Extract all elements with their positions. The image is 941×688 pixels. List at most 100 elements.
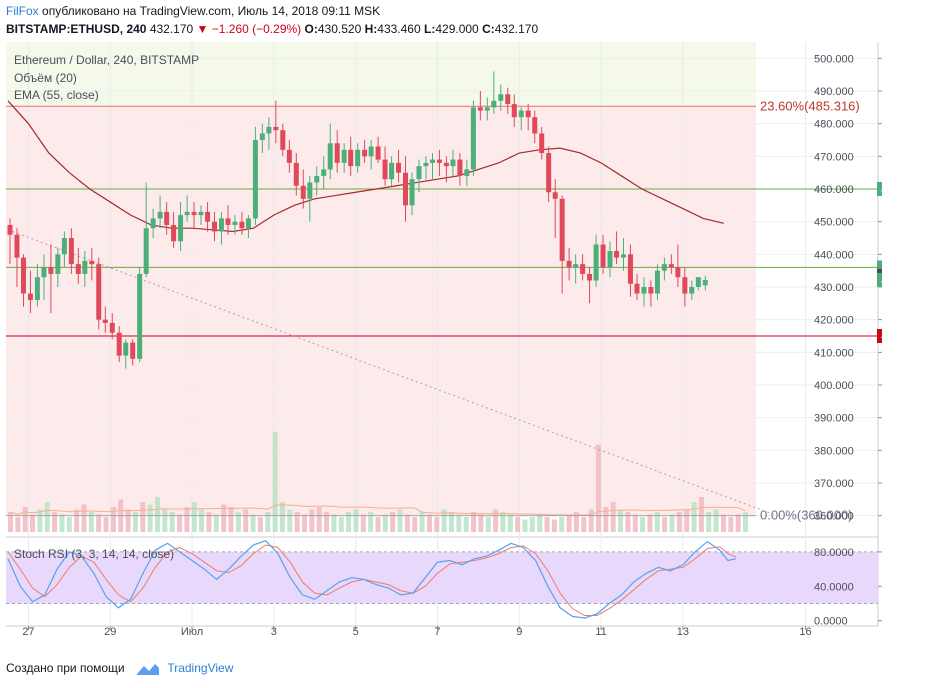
candle (259, 123, 265, 154)
price-chart[interactable]: 23.60%(485.316) 0.00%(360.000) 27 29 Июл 3 5 7… (6, 42, 940, 638)
candle (552, 179, 558, 238)
candle (252, 126, 258, 225)
candle (68, 228, 74, 274)
volume-bar (522, 519, 528, 532)
candle-body (327, 143, 333, 170)
candle (675, 244, 681, 287)
candle (491, 71, 497, 114)
close-label: C: (482, 22, 495, 36)
candle (171, 211, 177, 248)
candle (7, 218, 13, 265)
volume-bar (191, 502, 197, 532)
candle (205, 202, 211, 232)
volume-bar (243, 509, 249, 532)
down-arrow-icon: ▼ (196, 22, 209, 36)
candle (82, 251, 88, 287)
candle-body (546, 153, 552, 193)
candle-body (559, 198, 565, 261)
candle-body (232, 221, 238, 225)
volume-bar (573, 512, 579, 532)
candle (661, 257, 667, 281)
candle-body (668, 264, 674, 268)
candle-body (205, 211, 211, 222)
candle-body (61, 238, 67, 255)
volume-bar (426, 514, 432, 532)
volume-bar (294, 512, 300, 532)
candle (423, 156, 429, 180)
candle (634, 273, 640, 301)
candle (355, 143, 361, 173)
candle (614, 231, 620, 265)
candle (593, 234, 599, 287)
candle-body (702, 279, 708, 286)
candle (477, 91, 483, 121)
volume-bar (235, 512, 241, 532)
candle-body (341, 149, 347, 163)
candle-body (396, 162, 402, 173)
candle-body (457, 159, 463, 176)
candle (566, 247, 572, 281)
candle (41, 254, 47, 301)
volume-bar (316, 507, 322, 532)
candle (375, 136, 381, 163)
volume-bar (96, 514, 102, 532)
candle (641, 277, 647, 307)
candle-body (143, 228, 149, 274)
candle-body (429, 159, 435, 163)
volume-bar (309, 509, 315, 532)
volume-bar (559, 517, 565, 532)
candle-body (27, 293, 33, 301)
price-tick-label: 380.000 (814, 445, 854, 457)
candle-body (641, 287, 647, 294)
time-tick-label: 11 (595, 626, 606, 636)
volume-bar (735, 514, 741, 532)
candle-body (34, 277, 40, 301)
author-name[interactable]: FilFox (6, 4, 39, 18)
candle-body (695, 277, 701, 287)
stoch-tick-label: 80.0000 (814, 547, 854, 559)
volume-bar (632, 514, 638, 532)
candle-body (75, 264, 81, 274)
candle-body (436, 159, 442, 163)
candle (436, 149, 442, 176)
chart-frame[interactable]: 23.60%(485.316) 0.00%(360.000) 27 29 Июл 3 5 7… (6, 42, 940, 638)
price-tick-label: 490.000 (814, 86, 854, 98)
volume-bar (140, 502, 146, 532)
time-tick-label: 13 (677, 626, 689, 636)
candle-body (580, 264, 586, 274)
candle-body (68, 238, 74, 265)
candle (150, 208, 156, 238)
volume-bar (88, 512, 94, 532)
volume-bar (551, 519, 557, 532)
volume-bar (610, 502, 616, 532)
candle (75, 247, 81, 284)
candle (178, 202, 184, 252)
candle-body (355, 149, 361, 167)
candle-body (348, 149, 354, 167)
trend-line (7, 229, 778, 517)
candle-body (48, 267, 54, 274)
candle (341, 143, 347, 173)
candle (273, 100, 279, 144)
candle-body (600, 244, 606, 268)
open-label: O: (304, 22, 318, 36)
volume-bar (338, 517, 344, 532)
volume-bar (22, 507, 28, 532)
candle-body (280, 130, 286, 150)
volume-bar (257, 517, 263, 532)
symbol-label: BITSTAMP:ETHUSD, 240 (6, 22, 147, 36)
candle-body (505, 94, 511, 105)
candle (587, 267, 593, 304)
candle-body (314, 175, 320, 183)
volume-bar (478, 514, 484, 532)
candle-body (178, 215, 184, 242)
volume-bar (44, 502, 50, 532)
candle (321, 156, 327, 189)
candle-body (266, 126, 272, 134)
tradingview-link[interactable]: TradingView (167, 661, 234, 675)
volume-bar (691, 502, 697, 532)
candle-body (225, 218, 231, 225)
candle (511, 94, 517, 127)
volume-bar (412, 517, 418, 532)
candle (532, 110, 538, 144)
